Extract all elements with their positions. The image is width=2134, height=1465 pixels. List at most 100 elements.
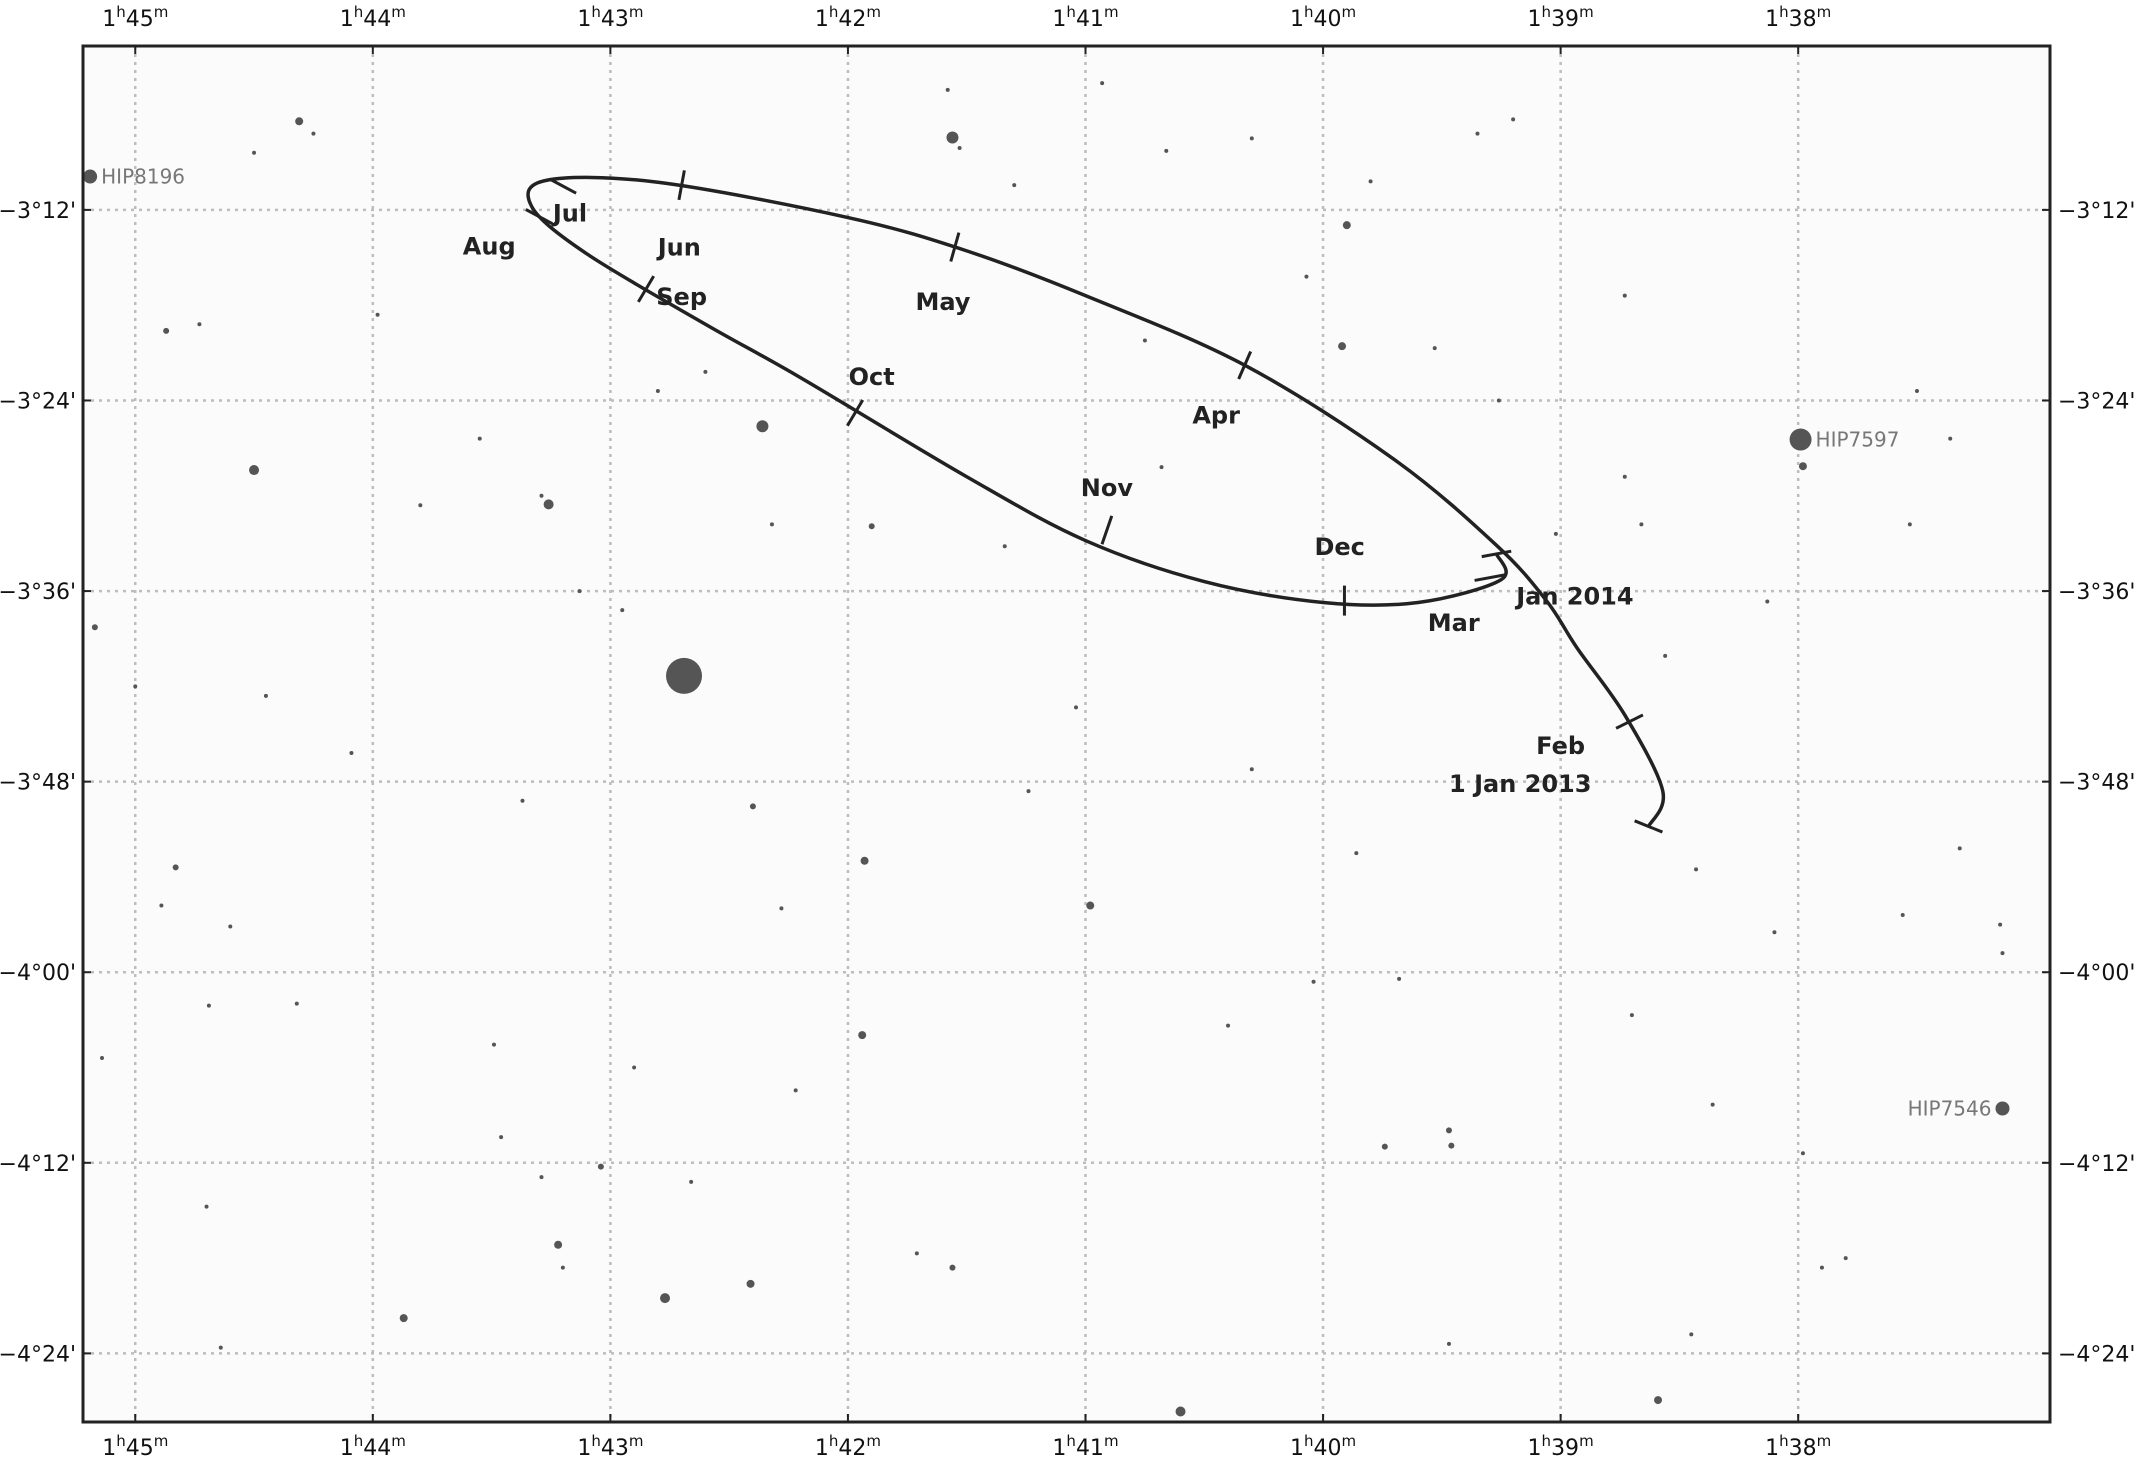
- ra-minute-unit: m: [866, 3, 881, 21]
- star: [1445, 1127, 1452, 1134]
- ra-hour: 1: [1290, 7, 1304, 32]
- star: [1772, 930, 1777, 935]
- ra-minute: 38: [1789, 7, 1817, 32]
- star: [491, 1042, 496, 1047]
- month-tick: [548, 177, 577, 195]
- month-label: Mar: [1428, 609, 1480, 637]
- star: [520, 798, 525, 803]
- ra-minute-unit: m: [391, 3, 406, 21]
- star: [172, 864, 179, 871]
- star: [779, 906, 784, 911]
- ra-tick-label-bottom: 1h45m: [102, 1432, 168, 1461]
- ra-tick-label-bottom: 1h44m: [340, 1432, 406, 1461]
- ra-tick-label-top: 1h41m: [1052, 3, 1118, 32]
- ra-hour: 1: [102, 1436, 116, 1461]
- star: [1249, 136, 1254, 141]
- star: [197, 322, 202, 327]
- star: [249, 465, 260, 476]
- ra-hour-unit: h: [116, 1432, 126, 1450]
- axis-labels: 1h45m1h45m1h44m1h44m1h43m1h43m1h42m1h42m…: [0, 3, 2134, 1461]
- star: [133, 684, 138, 689]
- star: [620, 608, 625, 613]
- star: [554, 1240, 563, 1249]
- ra-hour: 1: [1528, 7, 1542, 32]
- star: [703, 369, 708, 374]
- star: [860, 856, 869, 865]
- ra-hour-unit: h: [829, 1432, 839, 1450]
- month-label: Oct: [849, 363, 895, 391]
- star: [1338, 342, 1347, 351]
- ra-hour: 1: [1052, 1436, 1066, 1461]
- ra-hour-unit: h: [1304, 3, 1314, 21]
- star: [294, 1001, 299, 1006]
- star: [1629, 1013, 1634, 1018]
- star: [1800, 1151, 1805, 1156]
- star: [228, 924, 233, 929]
- motion-path: 1 Jan 2013 Feb Mar Apr May Jun Jul Aug Sep Oct Nov…: [463, 170, 1666, 834]
- ra-hour-unit: h: [591, 1432, 601, 1450]
- star: [1354, 851, 1359, 856]
- star: [1226, 1023, 1231, 1028]
- ra-tick-label-top: 1h42m: [815, 3, 881, 32]
- star: [914, 1251, 919, 1256]
- dec-tick-label-left: −4°12': [0, 1152, 76, 1177]
- ra-hour-unit: h: [829, 3, 839, 21]
- star: [1948, 436, 1953, 441]
- ra-hour-unit: h: [1066, 3, 1076, 21]
- ra-minute: 40: [1314, 1436, 1342, 1461]
- star: [1432, 346, 1437, 351]
- ra-hour-unit: h: [1779, 1432, 1789, 1450]
- ra-hour: 1: [1765, 1436, 1779, 1461]
- month-tick: [1615, 713, 1644, 730]
- star: [2000, 951, 2005, 956]
- month-label: Nov: [1081, 474, 1134, 502]
- month-tick: [846, 399, 865, 427]
- star: [1710, 1102, 1715, 1107]
- star: [218, 1345, 223, 1350]
- star: [1622, 293, 1627, 298]
- month-label: Jun: [656, 234, 701, 262]
- star: [1002, 544, 1007, 549]
- ra-minute-unit: m: [629, 1432, 644, 1450]
- month-tick: [1100, 515, 1114, 545]
- month-label: Apr: [1192, 401, 1240, 429]
- star: [1381, 1143, 1388, 1150]
- named-star-label: HIP7546: [1908, 1096, 1992, 1120]
- month-label: Sep: [656, 283, 707, 311]
- ra-minute-unit: m: [1342, 1432, 1357, 1450]
- star: [1142, 338, 1147, 343]
- named-star: [1995, 1101, 2010, 1116]
- star: [1164, 148, 1169, 153]
- star: [1663, 653, 1668, 658]
- ra-minute-unit: m: [1817, 3, 1832, 21]
- dec-tick-label-right: −3°36': [2058, 580, 2134, 605]
- month-tick: [949, 232, 961, 262]
- named-star: [1789, 428, 1812, 451]
- ra-hour: 1: [1052, 7, 1066, 32]
- ra-minute: 41: [1076, 7, 1104, 32]
- ra-hour-unit: h: [354, 3, 364, 21]
- star: [1639, 522, 1644, 527]
- star: [295, 117, 304, 126]
- star: [1397, 976, 1402, 981]
- star: [1448, 1142, 1455, 1149]
- named-star-label: HIP7597: [1816, 428, 1900, 452]
- dec-tick-label-left: −4°24': [0, 1342, 76, 1367]
- named-star-label: HIP8196: [101, 165, 185, 189]
- ra-minute: 42: [838, 7, 866, 32]
- star: [1100, 81, 1105, 86]
- ra-tick-label-bottom: 1h39m: [1528, 1432, 1594, 1461]
- ra-tick-label-top: 1h45m: [102, 3, 168, 32]
- star: [957, 145, 962, 150]
- star: [1012, 183, 1017, 188]
- star: [1086, 901, 1095, 910]
- ra-hour-unit: h: [1542, 1432, 1552, 1450]
- star: [1496, 398, 1501, 403]
- ra-minute-unit: m: [866, 1432, 881, 1450]
- star: [1342, 221, 1351, 230]
- ra-tick-label-bottom: 1h42m: [815, 1432, 881, 1461]
- ra-minute-unit: m: [391, 1432, 406, 1450]
- ra-hour: 1: [340, 7, 354, 32]
- ra-minute: 42: [838, 1436, 866, 1461]
